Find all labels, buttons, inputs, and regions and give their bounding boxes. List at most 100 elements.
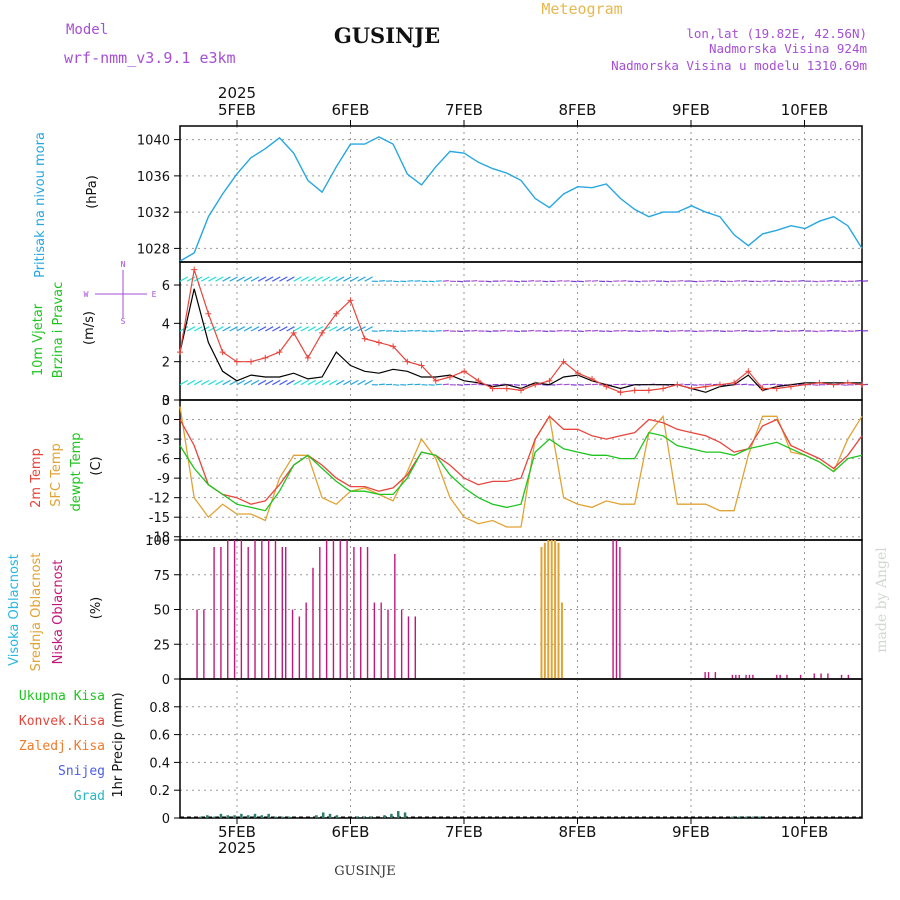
wind-gust-marker: [390, 343, 397, 350]
wind-barb: [485, 280, 492, 283]
y-tick-label: 1036: [137, 170, 170, 185]
y-tick-label: 100: [145, 534, 170, 549]
wind-gust-marker: [702, 383, 709, 390]
wind-barb: [343, 326, 352, 332]
wind-barb: [314, 326, 324, 332]
y-tick-label: -12: [149, 492, 170, 507]
wind-barb: [634, 280, 641, 283]
wind-gust-marker: [475, 377, 482, 384]
wind-barb: [528, 329, 535, 332]
wind-gust-marker: [333, 310, 340, 317]
wind-gust-marker: [773, 385, 780, 392]
y-tick-label: 0.6: [149, 729, 170, 744]
wind-barb: [193, 379, 203, 386]
wind-barb: [279, 276, 288, 282]
cloud-mid-title: Srednja Oblacnost: [29, 553, 44, 672]
wind-gust-marker: [645, 387, 652, 394]
wind-barb: [307, 379, 317, 386]
wind-barb: [179, 379, 189, 386]
wind-barb: [442, 329, 449, 332]
wind-gust-marker: [304, 354, 311, 361]
y-tick-label: 0: [162, 394, 170, 409]
wind-barb: [300, 276, 309, 282]
y-tick-label: 75: [153, 569, 170, 584]
wind-barb: [769, 329, 776, 332]
wind-barb: [691, 330, 698, 333]
wind-barb: [279, 326, 288, 332]
wind-barb: [328, 379, 338, 386]
top-date-label: 7FEB: [445, 101, 483, 119]
wind-barb: [542, 280, 549, 283]
y-tick-label: 0: [162, 812, 170, 827]
wind-gust-marker: [418, 362, 425, 369]
coords-label: lon,lat (19.82E, 42.56N): [686, 26, 867, 41]
wind-barb: [272, 276, 281, 282]
wind-barb: [755, 384, 762, 386]
precip-total-title: Ukupna Kisa: [19, 689, 105, 704]
wind-gust-marker: [347, 297, 354, 304]
wind-barb: [208, 379, 217, 386]
wind-gust-marker: [205, 310, 212, 317]
wind-barb: [236, 326, 246, 332]
wind-barb: [705, 280, 712, 282]
wind-barb: [222, 326, 231, 332]
wind-barb: [812, 384, 819, 386]
temp-dew-title: dewpt Temp: [69, 432, 84, 511]
wind-barb: [307, 276, 317, 282]
wind-barb: [648, 279, 655, 282]
wind-barb: [321, 276, 331, 282]
wind-barb: [186, 379, 196, 386]
model-label: Model: [66, 22, 108, 38]
wind-barb: [471, 279, 478, 282]
temp-ylabel: (C): [89, 456, 104, 475]
wind-gust-marker: [248, 358, 255, 365]
wind-barb: [307, 326, 317, 332]
wind-barb: [336, 326, 345, 332]
bottom-date-label: 7FEB: [445, 823, 483, 841]
wind-barb: [499, 383, 506, 386]
precip-snow-title: Snijeg: [58, 764, 105, 779]
bottom-date-label: 8FEB: [559, 823, 597, 841]
2m-temp-line: [179, 415, 863, 505]
wind-barb: [471, 329, 478, 332]
top-year: 2025: [218, 84, 256, 102]
wind-gust-marker: [432, 377, 439, 384]
wind-barb: [243, 276, 253, 282]
wind-gust-marker: [532, 381, 539, 388]
chart-kind: Meteogram: [541, 0, 622, 18]
wind-barb: [457, 280, 464, 283]
wind-barb: [293, 379, 302, 386]
dewpoint-line: [179, 431, 863, 512]
wind-barb: [826, 329, 833, 332]
wind-barb: [208, 326, 217, 332]
wind-gust-marker: [319, 329, 326, 336]
wind-barb: [236, 276, 246, 282]
y-tick-label: 0: [162, 414, 170, 429]
compass-north: N: [121, 260, 126, 269]
wind-barb: [229, 276, 238, 282]
pressure-line: [179, 136, 863, 262]
wind-compass: N W E S: [84, 260, 157, 326]
wind-barb: [499, 279, 506, 282]
wind-barb: [208, 276, 217, 282]
wind-gust-marker: [219, 349, 226, 356]
temp-2m-title: 2m Temp: [29, 448, 44, 508]
wind-barb: [286, 326, 295, 332]
wind-barb: [250, 379, 260, 386]
wind-barb: [620, 329, 627, 332]
sfc-temp-line: [179, 406, 863, 528]
wind-barb: [328, 276, 338, 282]
wind-barb: [798, 279, 805, 282]
wind-gust-marker: [191, 266, 198, 273]
wind-barb: [201, 379, 210, 386]
wind-gust-marker: [574, 370, 581, 377]
wind-gust-marker: [830, 381, 837, 388]
wind-barb: [264, 276, 274, 282]
footer-station: GUSINJE: [334, 864, 395, 879]
wind-gust-marker: [489, 385, 496, 392]
bottom-date-label: 5FEB: [218, 823, 256, 841]
credit-watermark: made by Angel: [874, 547, 890, 653]
wind-gust-marker: [375, 339, 382, 346]
wind-barb: [328, 326, 338, 332]
wind-gust-marker: [759, 385, 766, 392]
